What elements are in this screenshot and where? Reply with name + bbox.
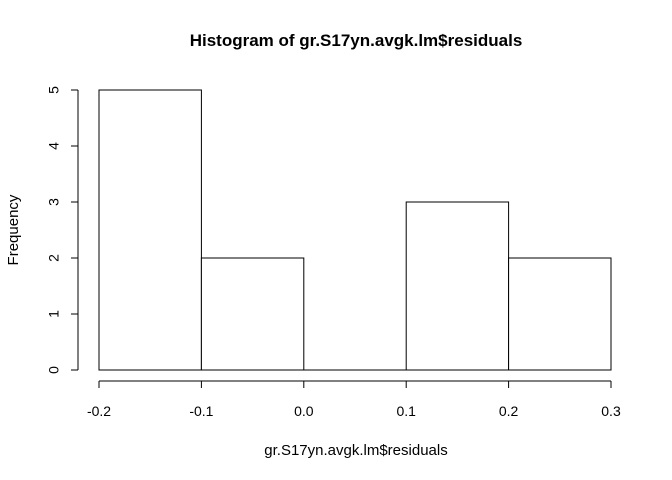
x-tick-label: -0.2 [87, 403, 111, 419]
x-axis-label: gr.S17yn.avgk.lm$residuals [264, 442, 447, 459]
y-tick-label: 0 [46, 366, 62, 374]
y-tick-label: 2 [46, 254, 62, 262]
histogram-bar [200, 257, 305, 371]
x-tick-label: 0.1 [396, 403, 416, 419]
y-tick-label: 4 [46, 142, 62, 150]
y-axis-label: Frequency [5, 194, 22, 265]
y-tick-label: 5 [46, 86, 62, 94]
histogram-bar [98, 89, 202, 371]
x-tick-label: -0.1 [189, 403, 213, 419]
histogram-bar [405, 201, 510, 371]
histogram-bar [508, 257, 612, 371]
y-tick-label: 3 [46, 198, 62, 206]
x-tick-label: 0.2 [499, 403, 519, 419]
y-tick-label: 1 [46, 310, 62, 318]
bars-group [98, 89, 612, 371]
y-axis: 0 1 2 3 4 5 [46, 86, 79, 374]
x-tick-label: 0.0 [294, 403, 314, 419]
chart-title: Histogram of gr.S17yn.avgk.lm$residuals [190, 31, 523, 50]
x-tick-label: 0.3 [601, 403, 621, 419]
x-axis: -0.2 -0.1 0.0 0.1 0.2 0.3 [87, 380, 621, 419]
